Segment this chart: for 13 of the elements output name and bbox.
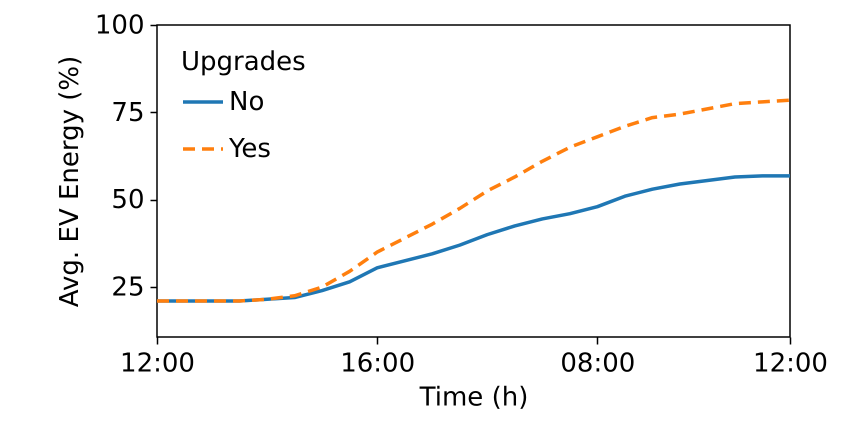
x-axis-title: Time (h) (418, 382, 528, 412)
y-tick-label: 75 (111, 98, 144, 128)
y-axis-title: Avg. EV Energy (%) (54, 56, 85, 308)
x-tick-label: 08:00 (560, 348, 636, 378)
legend-label: Yes (228, 134, 271, 164)
x-tick-label: 12:00 (120, 348, 195, 378)
legend-title: Upgrades (181, 47, 306, 77)
x-tick-label: 12:00 (753, 348, 828, 378)
y-tick-label: 25 (111, 272, 144, 303)
y-tick-label: 50 (111, 185, 144, 216)
x-tick-label: 16:00 (340, 348, 416, 378)
legend-label: No (229, 87, 264, 117)
y-tick-label: 100 (94, 10, 144, 40)
